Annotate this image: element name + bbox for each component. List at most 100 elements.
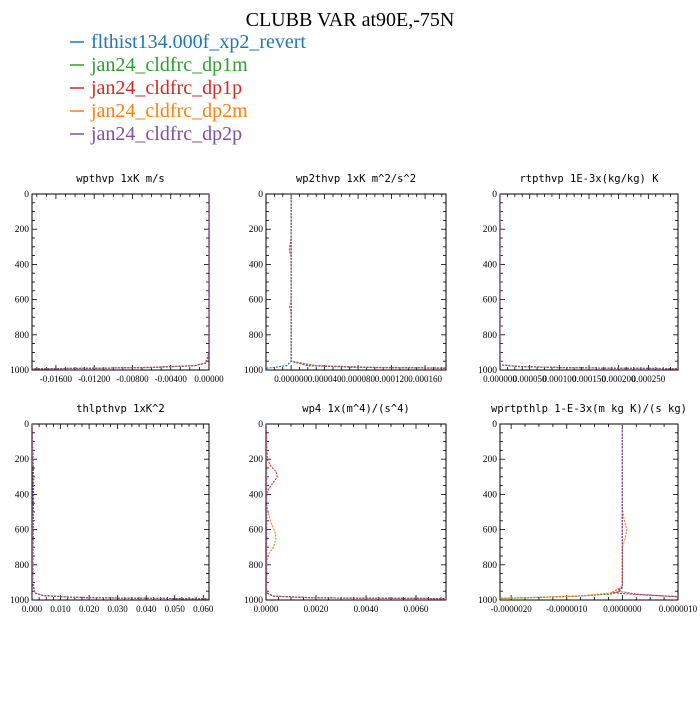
y-tick-label: 800	[15, 561, 30, 571]
chart-panel: wpthvp 1xK m/s02004006008001000-0.01600-…	[10, 173, 224, 384]
x-tick-label: 0.000000	[274, 374, 308, 384]
legend-label: jan24_cldfrc_dp1p	[90, 77, 242, 99]
y-tick-label: 200	[249, 225, 264, 235]
chart-panel: wp4 1x(m^4)/(s^4) 0 200 400 600 800 10000.0000…	[244, 403, 447, 614]
series-line	[266, 424, 446, 600]
series-line	[32, 194, 209, 370]
y-tick-label: 800	[483, 331, 498, 341]
x-tick-label: 0.060	[193, 604, 214, 614]
chart-title: rtpthvp 1E-3x(kg/kg) K	[519, 173, 659, 185]
x-tick-label: 0.000000	[483, 374, 517, 384]
plot-frame	[499, 423, 679, 601]
y-tick-label: 400	[483, 490, 498, 500]
y-tick-label: 200	[15, 225, 30, 235]
y-tick-label: 0	[24, 190, 29, 200]
x-tick-label: 0.020	[79, 604, 100, 614]
chart-panel: wp2thvp 1xK m^2/s^2 0 200 400 600 800 1000 0.00…	[244, 173, 447, 384]
x-tick-label: 0.000120	[375, 374, 409, 384]
series-line	[500, 194, 678, 370]
series-line	[266, 424, 446, 600]
x-tick-label: -0.00800	[116, 374, 149, 384]
x-tick-label: 0.0000	[254, 604, 279, 614]
y-tick-label: 200	[483, 455, 498, 465]
y-tick-label: 1000	[10, 596, 29, 606]
series-line	[500, 194, 678, 370]
y-tick-label: 600	[483, 526, 498, 536]
x-tick-label: 0.000040	[308, 374, 342, 384]
series-line	[616, 424, 678, 598]
y-tick-label: 0	[24, 420, 29, 430]
y-tick-label: 1000	[478, 596, 497, 606]
y-tick-label: 1000	[244, 366, 263, 376]
x-tick-label: 0.010	[50, 604, 71, 614]
x-tick-label: -0.01200	[78, 374, 111, 384]
y-tick-label: 800	[249, 561, 264, 571]
series-line	[32, 194, 209, 370]
x-tick-label: 0.030	[108, 604, 129, 614]
series-line	[32, 424, 209, 600]
y-tick-label: 400	[249, 490, 264, 500]
plot-frame	[499, 193, 679, 371]
y-tick-label: 800	[483, 561, 498, 571]
y-tick-label: 0	[258, 420, 263, 430]
series-line	[500, 194, 678, 370]
x-tick-label: 0.040	[136, 604, 157, 614]
series-line	[500, 194, 678, 370]
series-line	[500, 194, 678, 370]
legend-entry: jan24_cldfrc_dp2m	[70, 100, 248, 122]
chart-title: wp2thvp 1xK m^2/s^2	[296, 173, 416, 185]
legend-label: jan24_cldfrc_dp1m	[90, 54, 248, 76]
series-line	[266, 424, 446, 600]
figure-title: CLUBB VAR at90E,-75N	[246, 9, 455, 31]
series-line	[32, 424, 209, 600]
x-tick-label: -0.00400	[155, 374, 188, 384]
chart-title: wp4 1x(m^4)/(s^4)	[302, 403, 409, 415]
y-tick-label: 1000	[10, 366, 29, 376]
x-tick-label: 0.0020	[304, 604, 329, 614]
x-tick-label: 0.000050	[513, 374, 547, 384]
y-tick-label: 400	[15, 260, 30, 270]
series-line	[32, 194, 209, 370]
y-tick-label: 800	[15, 331, 30, 341]
x-tick-label: 0.0000010	[659, 604, 698, 614]
x-tick-label: -0.0000020	[491, 604, 533, 614]
series-group	[500, 194, 678, 370]
series-line	[266, 424, 446, 600]
plot-frame	[31, 193, 210, 371]
y-tick-label: 600	[483, 296, 498, 306]
x-tick-label: 0.0000000	[603, 604, 642, 614]
x-tick-label: -0.0000010	[546, 604, 588, 614]
y-tick-label: 1000	[244, 596, 263, 606]
y-tick-label: 0	[492, 420, 497, 430]
x-tick-label: 0.000080	[341, 374, 375, 384]
y-tick-label: 600	[15, 526, 30, 536]
x-tick-label: 0.0060	[404, 604, 429, 614]
x-tick-label: 0.000150	[572, 374, 606, 384]
legend-entry: jan24_cldfrc_dp1m	[70, 54, 248, 76]
x-tick-label: 0.00000	[194, 374, 224, 384]
x-tick-label: 0.050	[165, 604, 186, 614]
plot-frame	[265, 193, 447, 371]
y-tick-label: 1000	[478, 366, 497, 376]
plot-frame	[31, 423, 210, 601]
series-line	[32, 424, 209, 600]
series-line	[290, 194, 446, 369]
series-line	[266, 424, 446, 600]
y-tick-label: 200	[15, 455, 30, 465]
series-line	[32, 424, 209, 600]
chart-title: wpthvp 1xK m/s	[76, 173, 165, 185]
series-line	[32, 424, 209, 600]
legend-entry: jan24_cldfrc_dp1p	[70, 77, 242, 99]
series-group	[266, 194, 446, 369]
series-line	[290, 194, 446, 369]
series-line	[500, 424, 623, 599]
legend-label: flthist134.000f_xp2_revert	[91, 31, 306, 53]
y-tick-label: 0	[258, 190, 263, 200]
series-line	[288, 194, 446, 369]
legend: flthist134.000f_xp2_revertjan24_cldfrc_d…	[70, 31, 306, 145]
plot-frame	[265, 423, 447, 601]
y-tick-label: 400	[15, 490, 30, 500]
chart-title: thlpthvp 1xK^2	[76, 403, 165, 415]
